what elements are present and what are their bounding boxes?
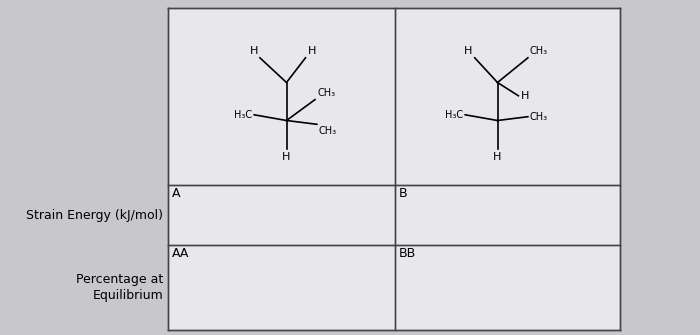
- Text: BB: BB: [399, 247, 416, 260]
- Bar: [168, 185, 620, 245]
- Text: H: H: [249, 46, 258, 56]
- Text: AA: AA: [172, 247, 190, 260]
- Text: CH₃: CH₃: [530, 112, 548, 122]
- Text: H₃C: H₃C: [445, 110, 463, 120]
- Text: H: H: [464, 46, 473, 56]
- Text: Percentage at
Equilibrium: Percentage at Equilibrium: [76, 273, 163, 302]
- Text: H: H: [282, 152, 290, 162]
- Text: H: H: [520, 91, 528, 101]
- Text: B: B: [399, 187, 407, 200]
- Text: H: H: [307, 46, 316, 56]
- Text: A: A: [172, 187, 181, 200]
- Bar: [168, 8, 620, 185]
- Text: CH₃: CH₃: [319, 126, 337, 136]
- Text: H₃C: H₃C: [234, 110, 252, 120]
- Text: CH₃: CH₃: [317, 87, 335, 97]
- Bar: [168, 245, 620, 330]
- Text: H: H: [494, 152, 502, 162]
- Text: Strain Energy (kJ/mol): Strain Energy (kJ/mol): [26, 208, 163, 221]
- Text: CH₃: CH₃: [530, 46, 548, 56]
